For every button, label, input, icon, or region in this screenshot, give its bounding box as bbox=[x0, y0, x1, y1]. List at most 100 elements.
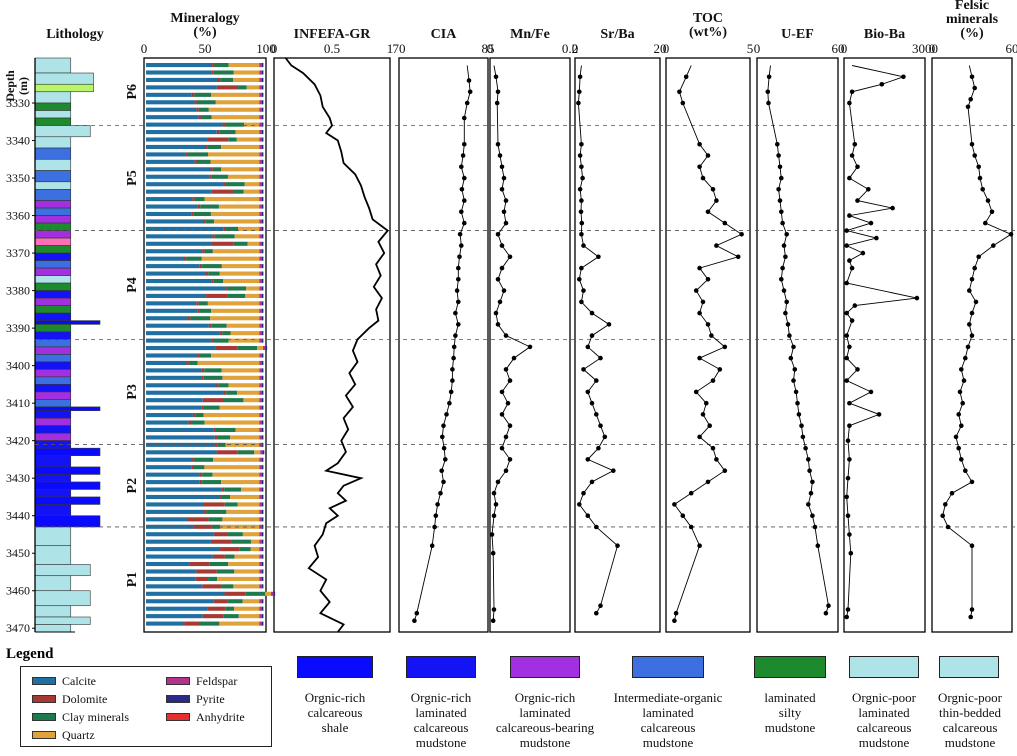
mineral-bar-quartz bbox=[228, 383, 260, 388]
mineral-bar-pyrite bbox=[265, 346, 268, 351]
mineral-bar-dolomite bbox=[211, 278, 214, 284]
mineral-bar-clay-minerals bbox=[224, 502, 238, 507]
mineral-bar-pyrite bbox=[261, 509, 264, 514]
data-point-mnfe bbox=[501, 209, 507, 215]
data-point-srba bbox=[598, 423, 603, 429]
mineral-bar-clay-minerals bbox=[220, 77, 234, 82]
mineral-bar-feldspar bbox=[259, 316, 262, 321]
y-tick-label: 3330 bbox=[6, 96, 30, 110]
lithology-bed-im bbox=[34, 339, 72, 348]
data-point-uef bbox=[780, 265, 785, 271]
data-point-mnfe bbox=[495, 232, 501, 237]
data-point-toc bbox=[709, 333, 714, 338]
data-point-mnfe bbox=[507, 254, 513, 260]
mineral-bar-dolomite bbox=[191, 465, 195, 470]
mineral-bar-dolomite bbox=[185, 152, 188, 157]
data-point-cia bbox=[456, 265, 461, 271]
mineral-bar-feldspar bbox=[259, 472, 262, 477]
data-point-cia bbox=[456, 277, 461, 282]
data-point-srba bbox=[577, 187, 583, 192]
mineral-bar-quartz bbox=[233, 584, 260, 589]
mineral-bar-clay-minerals bbox=[213, 70, 234, 75]
mineral-bar-pyrite bbox=[261, 308, 264, 313]
mineral-bar-dolomite bbox=[219, 331, 223, 336]
mineral-bar-pyrite bbox=[261, 137, 264, 142]
mineral-bar-clay-minerals bbox=[233, 189, 244, 194]
mineral-bar-dolomite bbox=[205, 144, 208, 150]
mineral-bar-dolomite bbox=[199, 264, 203, 269]
data-point-cia bbox=[447, 400, 452, 406]
data-point-bioba bbox=[866, 187, 871, 192]
data-point-srba bbox=[579, 142, 584, 147]
data-point-uef bbox=[766, 100, 771, 106]
data-point-toc bbox=[697, 355, 702, 361]
data-point-bioba bbox=[879, 82, 885, 87]
mineral-bar-clay-minerals bbox=[226, 390, 238, 395]
mineral-bar-calcite bbox=[146, 457, 192, 462]
mineral-bar-feldspar bbox=[259, 249, 262, 254]
mineral-bar-pyrite bbox=[261, 413, 264, 418]
mineral-bar-pyrite bbox=[261, 539, 264, 544]
x-tick-label-inf: 0.5 bbox=[324, 41, 340, 56]
mineral-bar-pyrite bbox=[261, 517, 264, 522]
lithology-legend-label: thin-bedded bbox=[938, 705, 1002, 720]
data-point-srba bbox=[579, 220, 585, 226]
mineral-bar-clay-minerals bbox=[190, 420, 205, 425]
mineral-bar-quartz bbox=[254, 450, 261, 455]
mineral-bar-clay-minerals bbox=[217, 435, 231, 440]
mineral-bar-feldspar bbox=[259, 308, 262, 313]
data-point-toc bbox=[722, 468, 728, 474]
mineral-bar-clay-minerals bbox=[217, 442, 226, 447]
mineral-bar-dolomite bbox=[187, 517, 209, 522]
mineral-bar-quartz bbox=[234, 234, 260, 239]
data-point-uef bbox=[776, 153, 781, 158]
lithology-bed-ors bbox=[34, 466, 101, 475]
lithology-bed-orb bbox=[34, 346, 72, 355]
unit-label-P6: P6 bbox=[125, 84, 140, 100]
mineral-bar-feldspar bbox=[259, 532, 262, 537]
mineral-bar-clay-minerals bbox=[214, 338, 229, 343]
data-point-uef bbox=[779, 277, 784, 282]
lithology-swatch-orb bbox=[510, 656, 580, 678]
mineral-bar-feldspar bbox=[259, 174, 262, 179]
mineral-bar-feldspar bbox=[259, 226, 262, 231]
data-point-bioba bbox=[876, 412, 882, 417]
data-point-uef bbox=[781, 288, 787, 293]
data-point-bioba bbox=[847, 532, 852, 537]
mineral-bar-quartz bbox=[213, 457, 260, 462]
data-point-srba bbox=[580, 175, 585, 181]
data-point-srba bbox=[589, 479, 595, 485]
mineral-bar-dolomite bbox=[201, 405, 204, 410]
curve-cia bbox=[413, 65, 471, 621]
data-point-bioba bbox=[845, 475, 851, 481]
lithology-legend-label: Intermediate-organic bbox=[613, 690, 723, 705]
mineral-bar-pyrite bbox=[261, 405, 264, 410]
y-tick-label: 3440 bbox=[6, 509, 30, 523]
data-point-mnfe bbox=[497, 299, 503, 305]
mineral-bar-dolomite bbox=[213, 427, 216, 433]
mineral-bar-dolomite bbox=[192, 524, 212, 529]
y-tick-label: 3400 bbox=[6, 359, 30, 373]
mineral-bar-clay-minerals bbox=[206, 509, 227, 514]
data-point-bioba bbox=[845, 438, 851, 444]
mineral-bar-dolomite bbox=[202, 614, 224, 619]
data-point-mnfe bbox=[495, 142, 501, 147]
mineral-bar-clay-minerals bbox=[194, 465, 205, 470]
data-point-fel bbox=[959, 367, 964, 372]
mineral-legend-label: Feldspar bbox=[196, 674, 238, 688]
data-point-fel bbox=[989, 209, 995, 215]
x-tick-label-mnfe: 0 bbox=[487, 41, 494, 56]
data-point-srba bbox=[585, 513, 591, 518]
y-tick-label: 3340 bbox=[6, 134, 30, 148]
lithology-bed-orl bbox=[34, 312, 72, 321]
data-point-toc bbox=[697, 543, 702, 548]
data-point-cia bbox=[466, 78, 472, 83]
mineral-bar-clay-minerals bbox=[222, 331, 231, 336]
mineral-bar-calcite bbox=[146, 122, 223, 127]
data-point-uef bbox=[785, 322, 791, 327]
mineral-bar-pyrite bbox=[261, 301, 264, 306]
data-point-mnfe bbox=[491, 513, 497, 518]
mineral-swatch bbox=[32, 713, 56, 721]
data-point-uef bbox=[765, 89, 771, 95]
mineral-bar-clay-minerals bbox=[214, 63, 229, 68]
